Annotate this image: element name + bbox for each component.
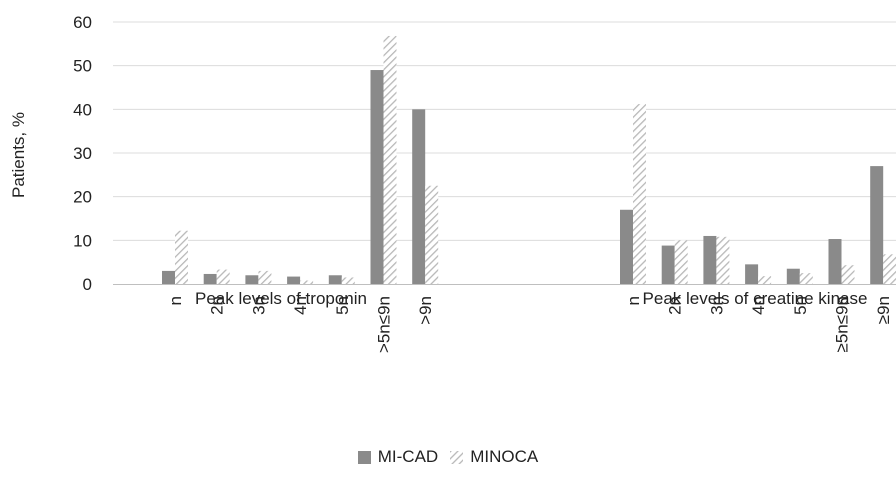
bar-minoca bbox=[633, 104, 646, 285]
x-tick-label: n bbox=[166, 296, 185, 305]
legend-label-minoca: MINOCA bbox=[470, 447, 539, 466]
legend-item-minoca: MINOCA bbox=[450, 447, 538, 467]
y-tick-label: 20 bbox=[73, 188, 92, 207]
bar-minoca bbox=[883, 254, 896, 284]
bar-mi-cad bbox=[745, 264, 759, 284]
bar-minoca bbox=[758, 276, 772, 284]
y-tick-label: 10 bbox=[73, 231, 92, 250]
x-tick-label: 4n bbox=[291, 296, 310, 315]
legend: MI-CAD MINOCA bbox=[0, 446, 896, 468]
bar-mi-cad bbox=[870, 166, 884, 284]
group-title: Peak levels of troponin bbox=[195, 289, 367, 308]
bar-minoca bbox=[799, 273, 813, 284]
bar-minoca bbox=[258, 270, 272, 284]
bar-mi-cad bbox=[245, 275, 259, 284]
x-tick-label: 5n bbox=[791, 296, 810, 315]
y-tick-label: 30 bbox=[73, 144, 92, 163]
bar-mi-cad bbox=[661, 245, 675, 284]
bar-minoca bbox=[383, 35, 397, 285]
bar-minoca bbox=[216, 269, 230, 284]
x-tick-label: >5n≤9n bbox=[375, 296, 394, 353]
x-tick-label: 2n bbox=[208, 296, 227, 315]
bar-minoca bbox=[674, 240, 688, 284]
bar-minoca bbox=[716, 236, 730, 284]
bar-mi-cad bbox=[412, 109, 426, 284]
legend-item-mi-cad: MI-CAD bbox=[357, 447, 439, 467]
bar-minoca bbox=[425, 185, 439, 284]
x-tick-label: 4n bbox=[749, 296, 768, 315]
y-tick-label: 40 bbox=[73, 100, 92, 119]
bar-mi-cad bbox=[328, 275, 342, 284]
bar-minoca bbox=[300, 280, 314, 284]
y-tick-label: 60 bbox=[73, 13, 92, 32]
x-tick-label: ≥5n≤9n bbox=[833, 296, 852, 352]
bar-minoca bbox=[175, 230, 188, 284]
x-tick-label: >9n bbox=[416, 296, 435, 325]
x-tick-label: ≥9n bbox=[874, 296, 893, 324]
y-tick-label: 0 bbox=[83, 275, 92, 294]
bar-mi-cad bbox=[703, 235, 717, 284]
bar-mi-cad bbox=[203, 273, 217, 284]
y-axis-title: Patients, % bbox=[9, 112, 28, 198]
group-title: Peak levels of creatine kinase bbox=[643, 289, 868, 308]
bar-mi-cad bbox=[287, 276, 301, 284]
x-tick-label: n bbox=[624, 296, 643, 305]
bar-mi-cad bbox=[162, 270, 175, 284]
bar-minoca bbox=[841, 265, 855, 284]
bar-mi-cad bbox=[786, 268, 800, 284]
x-tick-label: 2n bbox=[666, 296, 685, 315]
bar-mi-cad bbox=[620, 209, 633, 284]
bar-minoca bbox=[341, 277, 355, 284]
legend-label-mi-cad: MI-CAD bbox=[377, 447, 439, 466]
x-tick-label: 5n bbox=[333, 296, 352, 315]
bar-mi-cad bbox=[370, 70, 384, 285]
legend-swatch-mi-cad bbox=[357, 450, 371, 464]
x-tick-label: 3n bbox=[249, 296, 268, 315]
bar-mi-cad bbox=[828, 239, 842, 284]
x-tick-label: 3n bbox=[707, 296, 726, 315]
legend-swatch-minoca bbox=[450, 450, 464, 464]
y-tick-label: 50 bbox=[73, 57, 92, 76]
